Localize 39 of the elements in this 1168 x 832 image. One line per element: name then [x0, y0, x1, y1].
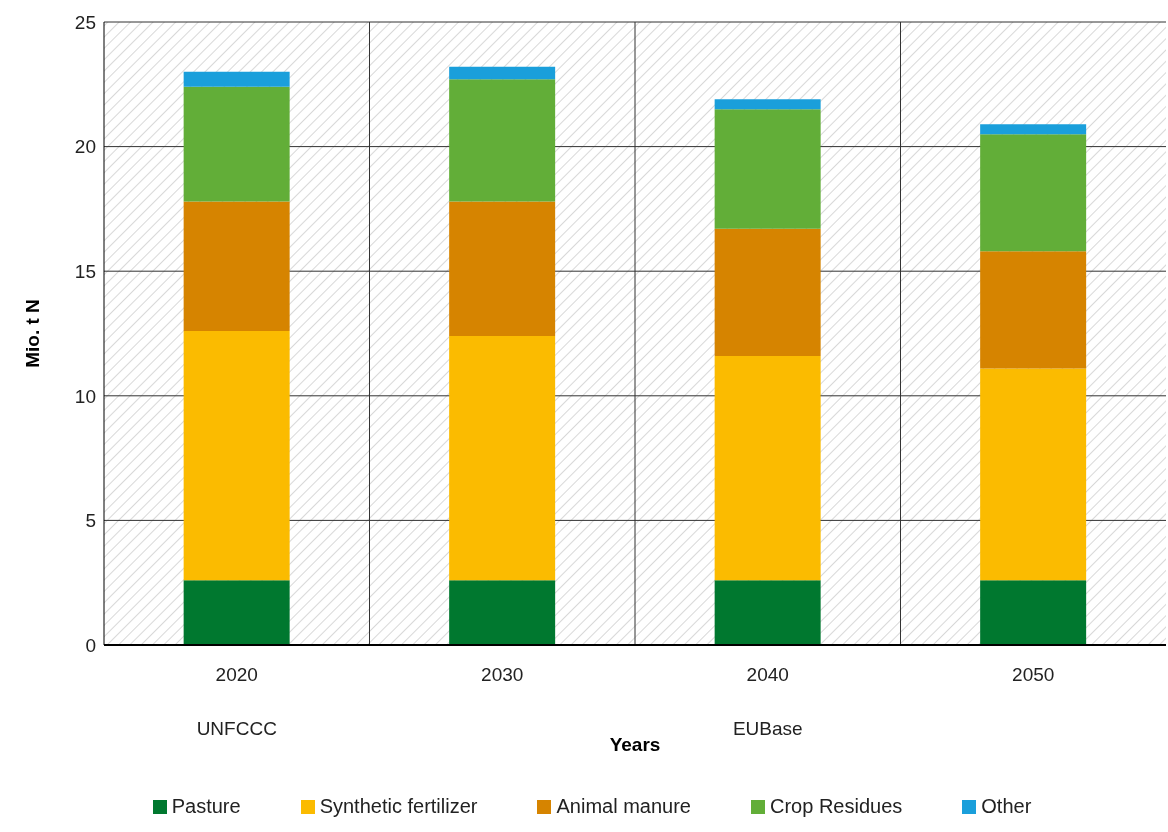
- y-tick-label: 15: [74, 260, 96, 282]
- y-tick-label: 5: [85, 510, 96, 532]
- bar: [714, 580, 821, 645]
- bar: [980, 368, 1087, 581]
- bar: [714, 99, 821, 110]
- bar: [980, 134, 1087, 252]
- bar: [449, 79, 556, 202]
- bar: [714, 228, 821, 356]
- legend-label: Synthetic fertilizer: [318, 795, 478, 818]
- text: UNFCCC: [196, 718, 277, 739]
- legend-label: Crop Residues: [769, 795, 903, 818]
- bar: [183, 580, 290, 645]
- x-tick-label: 2040: [746, 664, 789, 685]
- y-tick-label: 25: [74, 11, 96, 33]
- x-tick-label: 2050: [1012, 664, 1055, 685]
- bar: [449, 201, 556, 336]
- y-tick-label: 20: [74, 136, 96, 158]
- legend-label: Animal manure: [555, 795, 691, 818]
- legend-label: Pasture: [170, 795, 241, 818]
- bar: [714, 355, 821, 581]
- bar: [980, 251, 1087, 369]
- legend-label: Other: [980, 795, 1032, 818]
- bar: [980, 580, 1087, 645]
- bar: [449, 66, 556, 80]
- y-tick-label: 0: [85, 634, 96, 656]
- bar: [449, 580, 556, 645]
- x-tick-label: 2020: [215, 664, 258, 685]
- bar: [183, 331, 290, 581]
- text: EUBase: [732, 718, 803, 739]
- bar: [714, 109, 821, 229]
- x-tick-label: 2030: [481, 664, 524, 685]
- bar: [183, 86, 290, 202]
- y-tick-label: 10: [74, 385, 96, 407]
- bar: [183, 71, 290, 87]
- y-axis-title: Mio. t N: [21, 299, 43, 368]
- bar: [980, 124, 1087, 135]
- bar: [183, 201, 290, 332]
- x-axis-title: Years: [609, 734, 661, 755]
- bar: [449, 335, 556, 581]
